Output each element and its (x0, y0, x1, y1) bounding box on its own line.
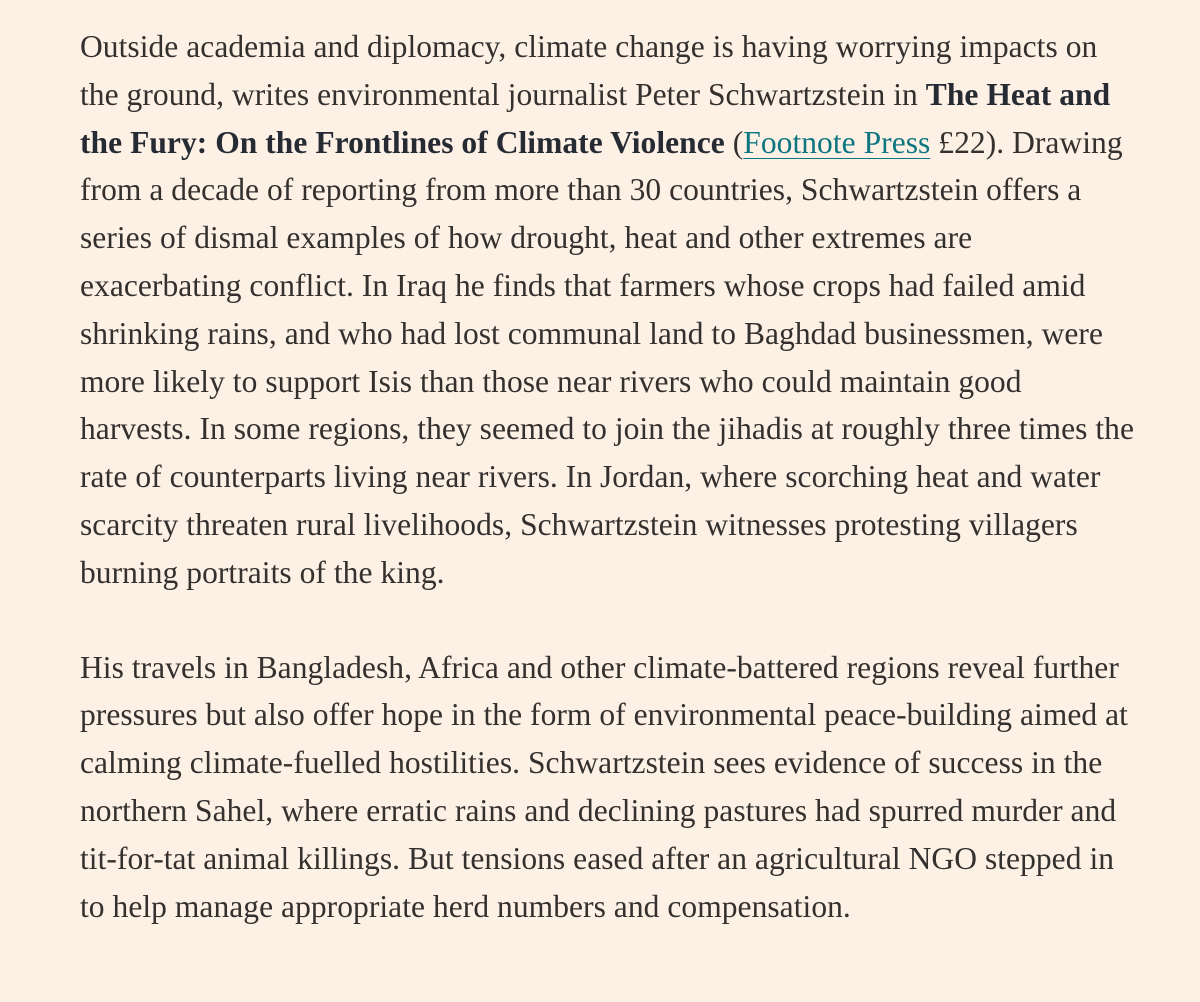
paragraph-1-body-text: £22). Drawing from a decade of reporting… (80, 124, 1135, 590)
book-title: The Heat and the Fury: On the Frontlines… (80, 76, 1111, 160)
paragraph-1-intro-text: Outside academia and diplomacy, climate … (80, 29, 1098, 112)
paragraph-2-text: His travels in Bangladesh, Africa and ot… (80, 649, 1128, 924)
publisher-link[interactable]: Footnote Press (743, 124, 931, 160)
paragraph-1: Outside academia and diplomacy, climate … (80, 23, 1140, 597)
open-parenthesis: ( (724, 124, 744, 160)
article-body: Outside academia and diplomacy, climate … (80, 23, 1140, 930)
paragraph-2: His travels in Bangladesh, Africa and ot… (80, 644, 1140, 931)
